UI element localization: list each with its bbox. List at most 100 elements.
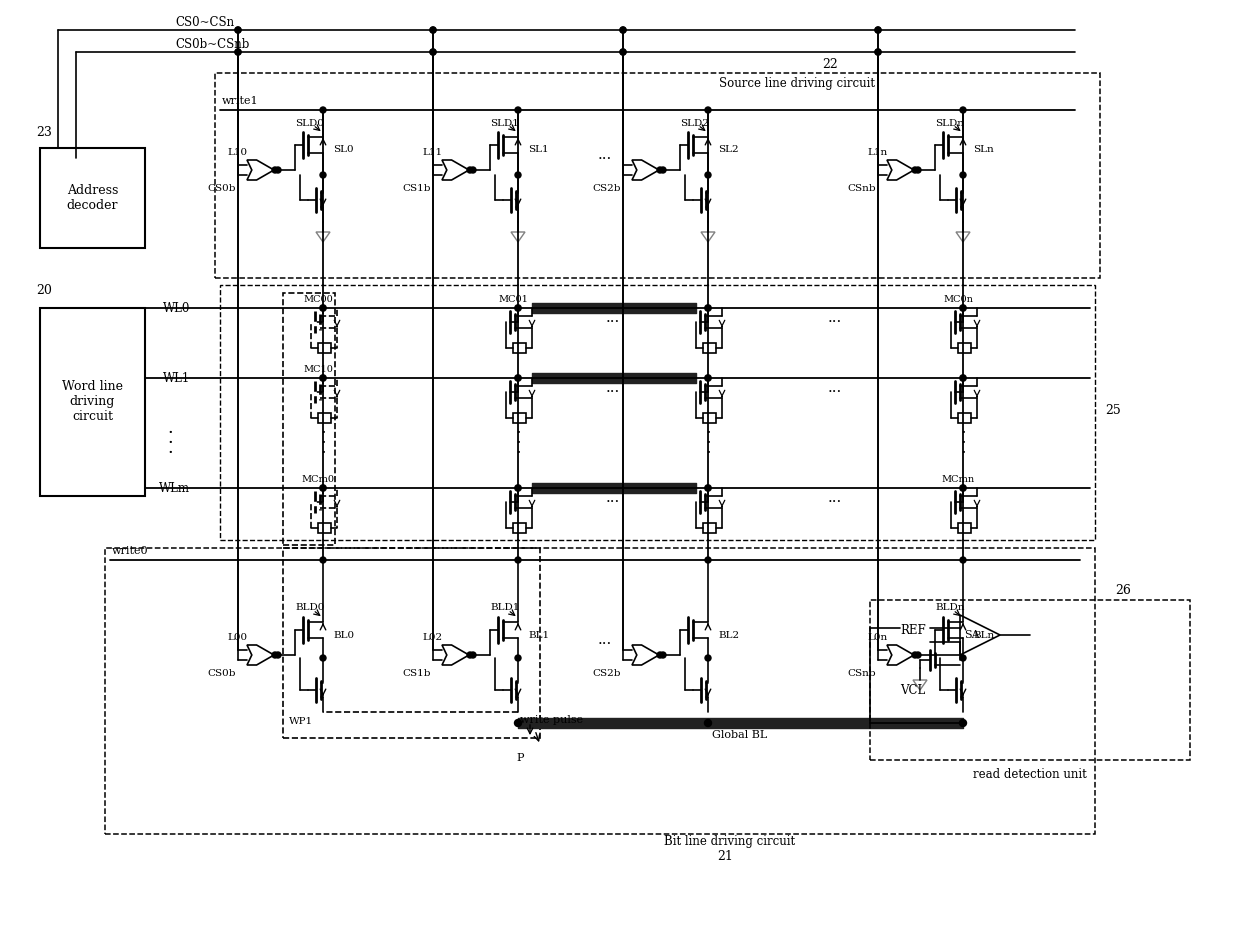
- Circle shape: [467, 167, 472, 173]
- Text: CS0b: CS0b: [207, 669, 236, 678]
- Circle shape: [320, 557, 326, 563]
- Circle shape: [515, 485, 521, 491]
- Circle shape: [960, 485, 966, 491]
- Circle shape: [960, 655, 966, 661]
- Text: write1: write1: [222, 96, 259, 106]
- Circle shape: [320, 107, 326, 113]
- Circle shape: [704, 305, 712, 312]
- Text: MC0n: MC0n: [944, 296, 973, 304]
- Bar: [317, 343, 331, 353]
- Bar: [105, 548, 1095, 834]
- Text: P: P: [516, 753, 523, 763]
- Text: ...: ...: [598, 633, 613, 647]
- Text: read detection unit: read detection unit: [973, 769, 1087, 782]
- Circle shape: [960, 375, 966, 382]
- Circle shape: [515, 655, 521, 661]
- Text: 25: 25: [1105, 403, 1121, 416]
- Text: ·: ·: [320, 424, 326, 442]
- Circle shape: [272, 652, 278, 658]
- Circle shape: [960, 107, 966, 113]
- Text: ·: ·: [706, 434, 711, 452]
- Text: L02: L02: [423, 634, 443, 642]
- Circle shape: [430, 49, 436, 55]
- Circle shape: [320, 655, 326, 661]
- Bar: [215, 73, 1100, 278]
- Circle shape: [236, 27, 241, 33]
- Circle shape: [960, 172, 966, 178]
- Text: CS0b: CS0b: [207, 184, 236, 193]
- Text: MC01: MC01: [498, 296, 528, 304]
- Text: BLD1: BLD1: [490, 604, 520, 612]
- Bar: [703, 413, 715, 423]
- Text: 22: 22: [822, 59, 838, 72]
- Bar: [512, 413, 526, 423]
- Bar: [957, 523, 971, 533]
- Circle shape: [911, 167, 918, 173]
- Bar: [317, 413, 331, 423]
- Text: BL2: BL2: [718, 631, 739, 639]
- Circle shape: [275, 652, 281, 658]
- Circle shape: [320, 172, 326, 178]
- Circle shape: [470, 652, 476, 658]
- Text: CSnb: CSnb: [847, 184, 875, 193]
- Circle shape: [320, 485, 326, 491]
- Text: CS2b: CS2b: [593, 669, 621, 678]
- Circle shape: [236, 27, 241, 33]
- Text: 21: 21: [717, 851, 733, 864]
- Text: CS1b: CS1b: [403, 669, 432, 678]
- Text: BLD0: BLD0: [295, 604, 325, 612]
- Text: ...: ...: [606, 311, 620, 325]
- Bar: [703, 523, 715, 533]
- Text: MCm0: MCm0: [301, 476, 335, 484]
- Circle shape: [704, 375, 712, 382]
- Circle shape: [320, 305, 326, 312]
- Circle shape: [660, 652, 666, 658]
- Text: L10: L10: [228, 148, 248, 157]
- Text: SLDn: SLDn: [935, 118, 965, 128]
- Text: Address
decoder: Address decoder: [67, 184, 118, 212]
- Text: ...: ...: [606, 381, 620, 395]
- Text: WL1: WL1: [162, 371, 190, 384]
- Text: ·: ·: [167, 434, 172, 452]
- Bar: [957, 413, 971, 423]
- Text: ·: ·: [515, 434, 521, 452]
- Text: SLD0: SLD0: [295, 118, 325, 128]
- Text: ·: ·: [320, 444, 326, 462]
- Text: ·: ·: [960, 424, 966, 442]
- Text: L11: L11: [423, 148, 443, 157]
- Text: CSnb: CSnb: [847, 669, 875, 678]
- Circle shape: [704, 719, 712, 727]
- Circle shape: [320, 375, 326, 382]
- Circle shape: [515, 305, 521, 312]
- Circle shape: [515, 107, 521, 113]
- Text: ·: ·: [706, 424, 711, 442]
- Circle shape: [657, 167, 663, 173]
- Circle shape: [706, 107, 711, 113]
- Circle shape: [706, 172, 711, 178]
- Text: ·: ·: [515, 424, 521, 442]
- Circle shape: [960, 557, 966, 563]
- Circle shape: [620, 49, 626, 55]
- Text: ·: ·: [320, 434, 326, 452]
- Text: ·: ·: [167, 444, 172, 462]
- Circle shape: [911, 652, 918, 658]
- Circle shape: [272, 167, 278, 173]
- Circle shape: [430, 49, 436, 55]
- Text: ...: ...: [828, 311, 842, 325]
- Text: BL0: BL0: [334, 631, 355, 639]
- Circle shape: [915, 167, 921, 173]
- Text: L00: L00: [228, 634, 248, 642]
- Text: ·: ·: [515, 444, 521, 462]
- Text: MC10: MC10: [303, 366, 332, 374]
- Text: WLm: WLm: [159, 481, 190, 494]
- Circle shape: [515, 557, 521, 563]
- Text: write0: write0: [112, 546, 149, 556]
- Circle shape: [960, 305, 966, 312]
- Text: ...: ...: [828, 381, 842, 395]
- Circle shape: [915, 652, 921, 658]
- Bar: [957, 343, 971, 353]
- Text: CS0~CSn: CS0~CSn: [175, 16, 234, 29]
- Text: ·: ·: [167, 424, 172, 442]
- Text: MCmn: MCmn: [941, 476, 975, 484]
- Circle shape: [275, 167, 281, 173]
